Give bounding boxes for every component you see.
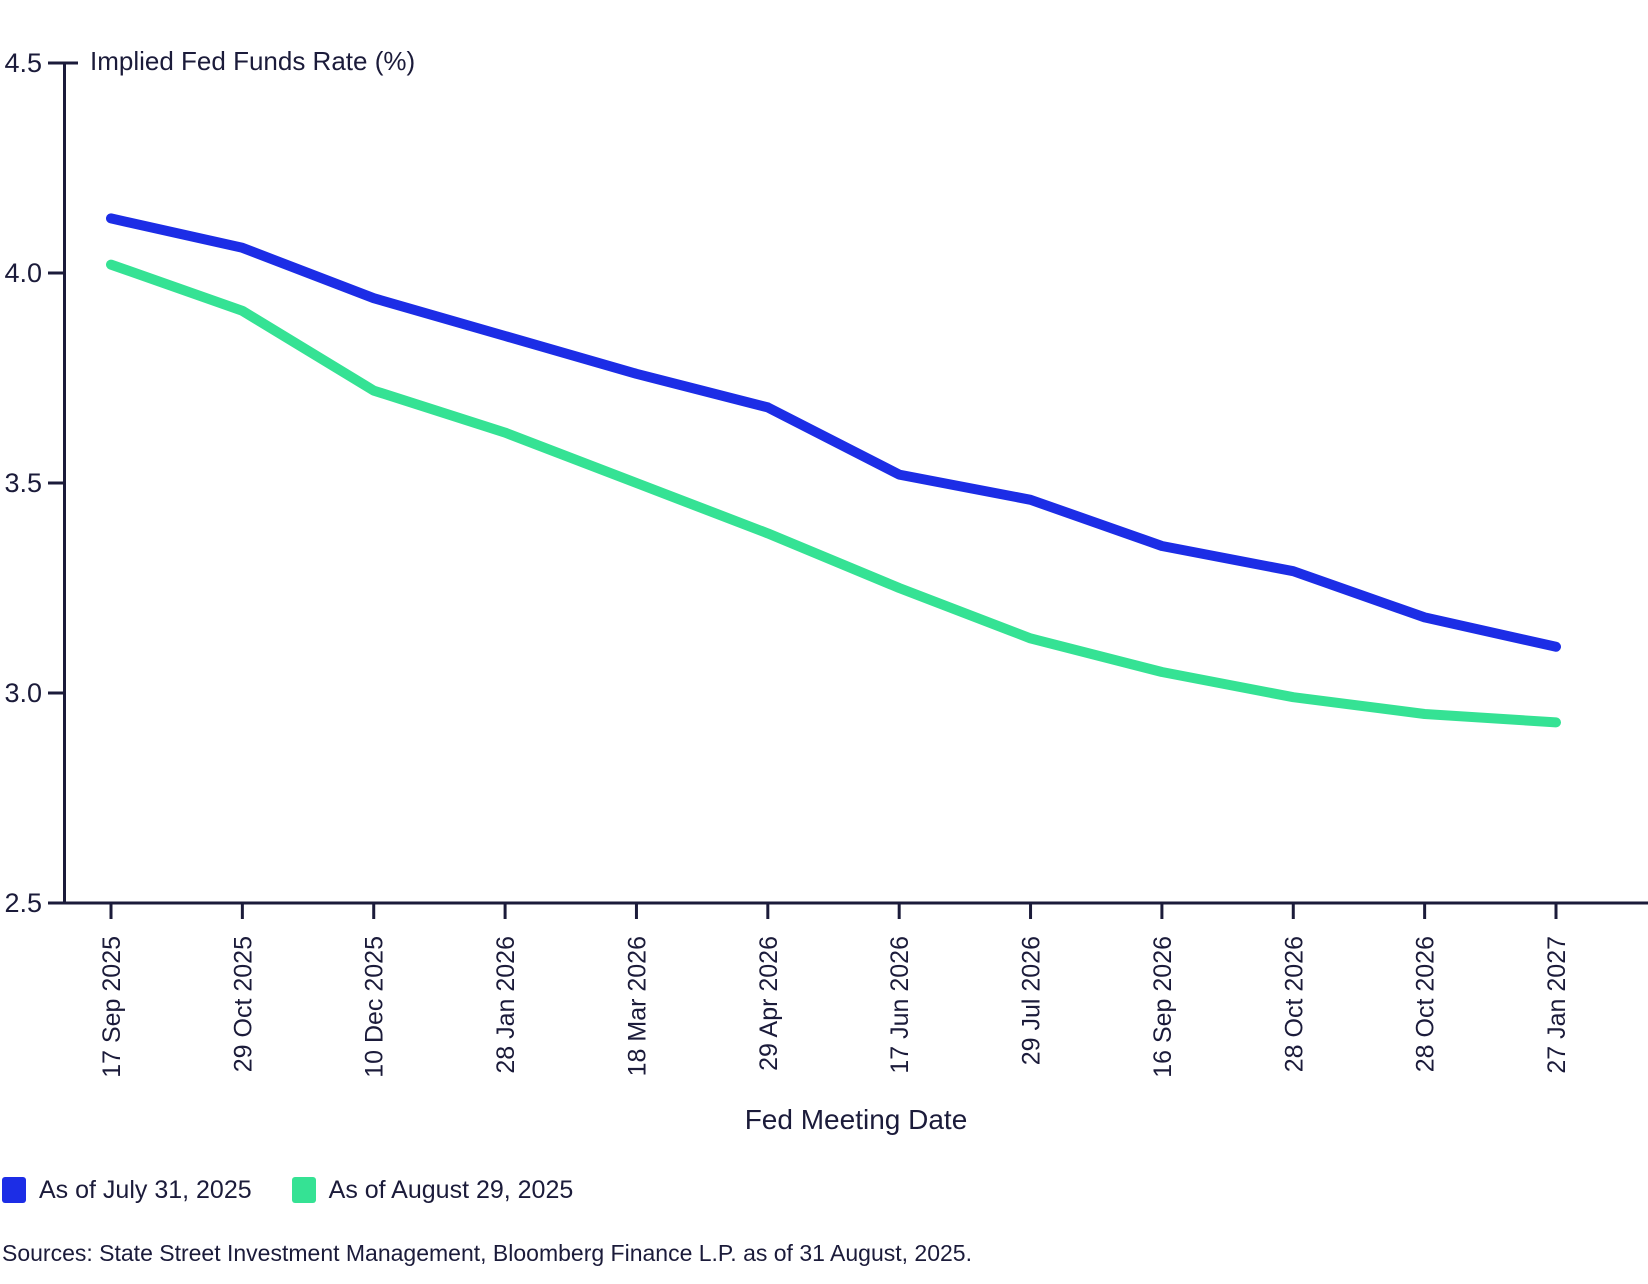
series-line-1 — [106, 259, 1561, 728]
legend-item-august: As of August 29, 2025 — [291, 1176, 574, 1204]
x-tick-label: 29 Jul 2026 — [1018, 936, 1046, 1065]
x-tick-label: 29 Oct 2025 — [229, 936, 257, 1072]
x-tick-label: 16 Sep 2026 — [1149, 936, 1177, 1078]
y-tick-label: 3.0 — [4, 678, 42, 708]
legend-swatch-july — [2, 1177, 26, 1203]
legend-label-august: As of August 29, 2025 — [328, 1176, 574, 1204]
legend-swatch-august — [291, 1177, 316, 1203]
line-chart-plot: 4.5 4.0 3.5 3.0 2.5 17 Sep 2025 29 Oct 2025 10 … — [4, 48, 1648, 1078]
y-tick-label: 4.0 — [4, 258, 42, 288]
chart-title: Implied Fed Funds Rate (%) — [90, 46, 416, 76]
y-tick-label: 2.5 — [4, 888, 42, 918]
x-tick-label: 29 Apr 2026 — [755, 936, 783, 1071]
series-line-0 — [106, 213, 1561, 652]
legend-item-july: As of July 31, 2025 — [2, 1176, 252, 1204]
x-tick-label: 27 Jan 2027 — [1543, 936, 1571, 1074]
legend-label-july: As of July 31, 2025 — [39, 1176, 252, 1204]
x-tick-label: 10 Dec 2025 — [361, 936, 389, 1078]
y-tick-label: 4.5 — [4, 48, 42, 78]
x-tick-label: 17 Sep 2025 — [98, 936, 126, 1078]
x-axis-title: Fed Meeting Date — [744, 1104, 968, 1135]
y-tick-label: 3.5 — [4, 468, 42, 498]
x-tick-label: 18 Mar 2026 — [623, 936, 651, 1076]
x-tick-label: 28 Oct 2026 — [1412, 936, 1440, 1072]
x-tick-label: 28 Oct 2026 — [1280, 936, 1308, 1072]
x-tick-label: 28 Jan 2026 — [492, 936, 520, 1074]
sources-note: Sources: State Street Investment Managem… — [2, 1240, 972, 1266]
legend: As of July 31, 2025 As of August 29, 202… — [2, 1176, 573, 1204]
x-tick-label: 17 Jun 2026 — [886, 936, 914, 1074]
